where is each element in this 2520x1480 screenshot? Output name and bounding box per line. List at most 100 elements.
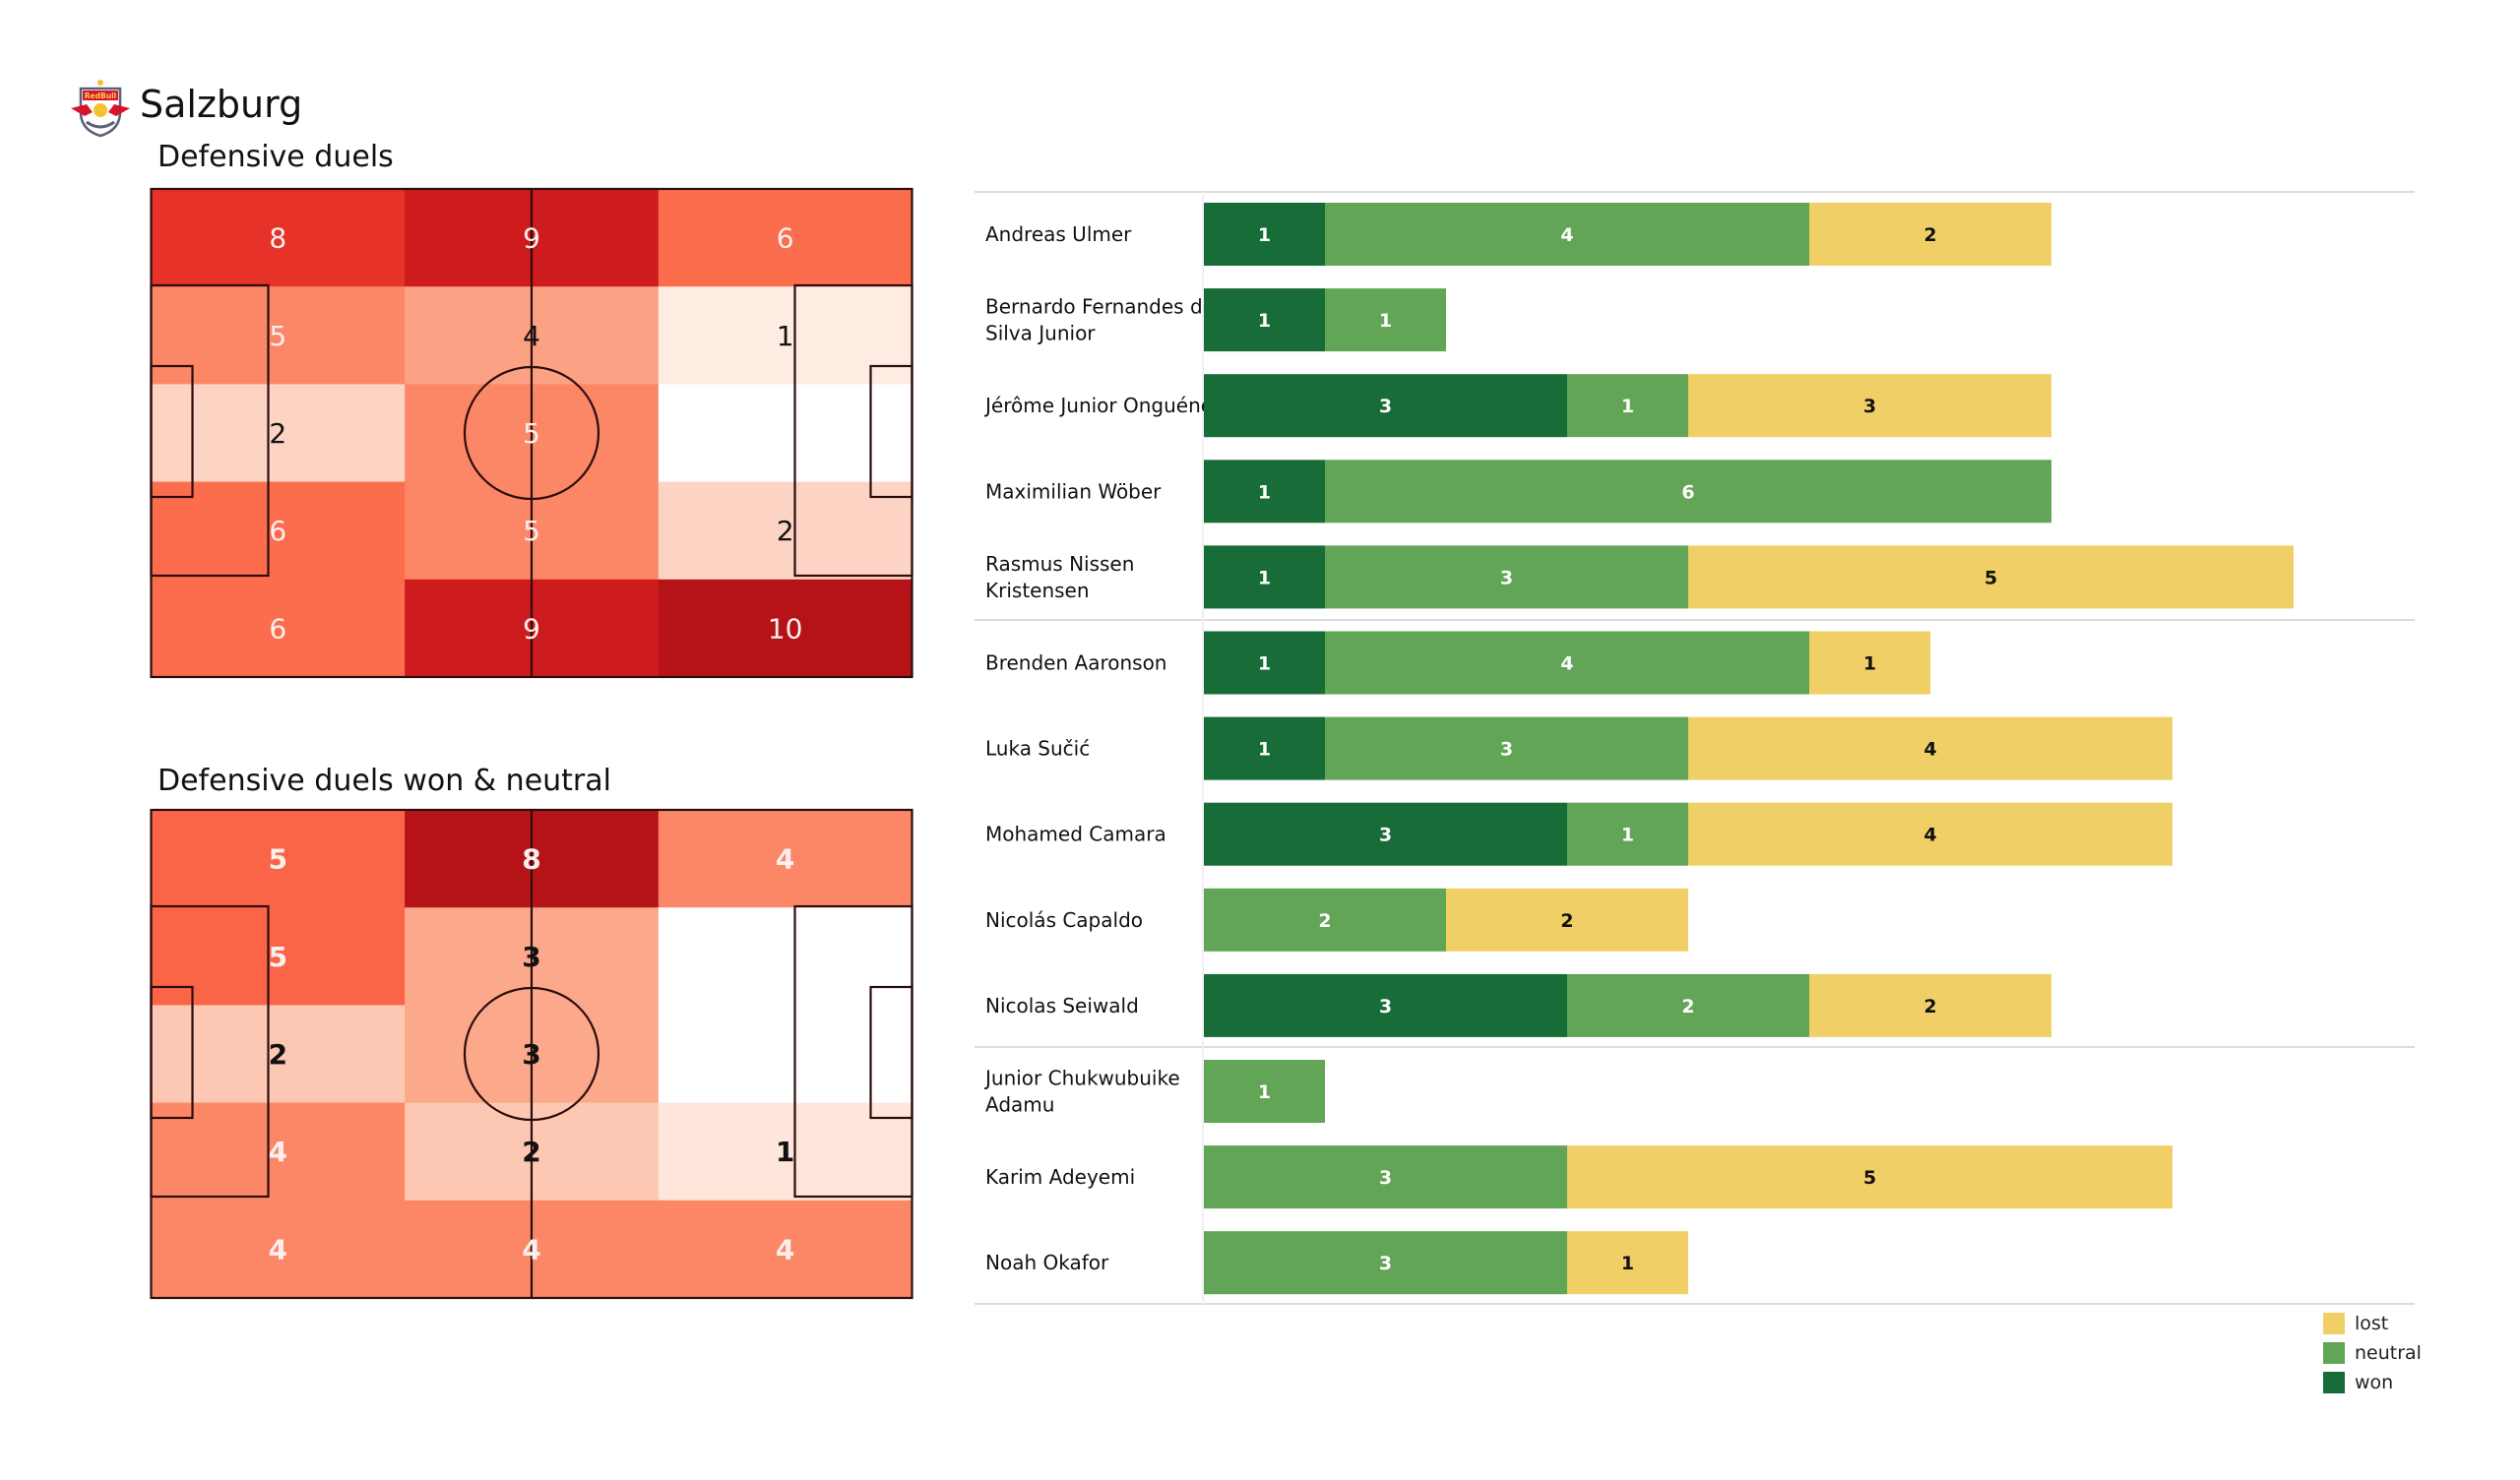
- bar-segment-won: [1204, 288, 1325, 352]
- heatmap-cell-label: 10: [768, 612, 803, 645]
- player-row: Brenden Aaronson 1 4 1: [985, 631, 1930, 695]
- bar-value-label-neutral: 2: [1681, 996, 1694, 1018]
- legend-item-won: won: [2323, 1371, 2393, 1394]
- heatmap-pitch-won-neutral: 5 8 4 5 3 2 3 4 2 1 4 4 4: [150, 808, 914, 1300]
- heatmap-cell-label: 4: [523, 320, 540, 352]
- bar-value-label-neutral: 3: [1379, 1253, 1392, 1274]
- player-name-label: Kristensen: [985, 579, 1090, 602]
- player-row: Rasmus Nissen Kristensen 1 3 5: [985, 545, 2294, 609]
- heatmap-cell: [151, 1102, 406, 1202]
- bar-segment-neutral: [1204, 1231, 1567, 1295]
- heatmap-cell-label: 2: [522, 1136, 540, 1168]
- player-row: Bernardo Fernandes da Silva Junior 1 1: [985, 288, 1446, 352]
- player-row: Noah Okafor 3 1: [985, 1231, 1688, 1295]
- bar-segment-won: [1204, 460, 1325, 524]
- bar-value-label-lost: 5: [1863, 1167, 1876, 1189]
- player-name-label: Rasmus Nissen: [985, 552, 1134, 576]
- bar-value-label-won: 1: [1258, 224, 1271, 246]
- heatmap-cell-label: 5: [523, 417, 540, 450]
- player-name-label: Andreas Ulmer: [985, 222, 1132, 246]
- bar-segment-lost: [1567, 1145, 2173, 1209]
- bar-segment-won: [1204, 374, 1567, 438]
- bar-value-label-neutral: 1: [1379, 310, 1392, 332]
- heatmap-cell-label: 6: [269, 612, 286, 645]
- bar-value-label-won: 1: [1258, 653, 1271, 675]
- bar-value-label-won: 1: [1258, 739, 1271, 761]
- heatmap-cell-label: 5: [269, 843, 287, 876]
- player-name-label: Mohamed Camara: [985, 823, 1166, 846]
- heatmap-cell-label: 1: [776, 1136, 794, 1168]
- heatmap-cell-label: 3: [522, 941, 540, 973]
- player-row: Nicolás Capaldo 2 2: [985, 888, 1688, 952]
- heatmap-cell: [658, 810, 913, 908]
- bar-value-label-neutral: 4: [1560, 653, 1573, 675]
- heatmap-pitch-defensive-duels: 8 9 6 5 4 1 2 5 6 5 2 6 9 10: [150, 187, 914, 679]
- bar-value-label-neutral: 1: [1621, 396, 1634, 417]
- bar-segment-lost: [1809, 631, 1930, 695]
- legend-item-neutral: neutral: [2323, 1341, 2422, 1365]
- player-row: Karim Adeyemi 3 5: [985, 1145, 2173, 1209]
- left-six-yard-box: [150, 364, 194, 499]
- bar-segment-lost: [1567, 1231, 1688, 1295]
- bar-value-label-neutral: 3: [1500, 567, 1513, 588]
- bar-segment-neutral: [1325, 545, 1688, 609]
- heatmap-cell-label: 5: [269, 941, 287, 973]
- heatmap-cell-label: 1: [777, 320, 794, 352]
- player-name-label: Jérôme Junior Onguéné: [983, 394, 1213, 417]
- heatmap-cell-label: 4: [776, 843, 794, 876]
- left-six-yard-box: [150, 985, 194, 1120]
- legend-swatch-lost: [2323, 1313, 2345, 1334]
- bar-segment-neutral: [1325, 631, 1809, 695]
- heatmap-cell-label: 5: [269, 320, 286, 352]
- player-row: Mohamed Camara 3 1 4: [985, 802, 2173, 866]
- bar-value-label-neutral: 3: [1500, 739, 1513, 761]
- heatmap-cell: [658, 481, 913, 581]
- heatmap-cell: [151, 189, 406, 287]
- heatmap-cell-label: 2: [777, 515, 794, 547]
- bar-segment-lost: [1688, 716, 2173, 780]
- bar-segment-won: [1204, 631, 1325, 695]
- bar-value-label-lost: 1: [1863, 653, 1876, 675]
- svg-text:RedBull: RedBull: [85, 92, 116, 100]
- bar-segment-won: [1204, 545, 1325, 609]
- bar-value-label-lost: 2: [1923, 996, 1936, 1018]
- heatmap-cell-label: 9: [523, 612, 540, 645]
- bar-value-label-lost: 2: [1923, 224, 1936, 246]
- player-row: Junior Chukwubuike Adamu 1: [983, 1060, 1325, 1123]
- heatmap-cell-label: 8: [522, 843, 540, 876]
- bar-value-label-neutral: 4: [1560, 224, 1573, 246]
- bar-value-label-neutral: 2: [1318, 910, 1331, 932]
- bar-value-label-neutral: 1: [1621, 825, 1634, 846]
- bar-segment-won: [1204, 716, 1325, 780]
- bar-value-label-lost: 3: [1863, 396, 1876, 417]
- bar-segment-neutral: [1325, 203, 1809, 266]
- heatmap-cell-label: 9: [523, 222, 540, 255]
- bar-value-label-neutral: 1: [1258, 1081, 1271, 1103]
- legend-swatch-neutral: [2323, 1342, 2345, 1364]
- bar-segment-neutral: [1325, 460, 2051, 524]
- bar-segment-neutral: [1567, 374, 1688, 438]
- player-name-label: Junior Chukwubuike: [983, 1067, 1180, 1090]
- player-name-label: Bernardo Fernandes da: [985, 295, 1215, 319]
- bar-segment-lost: [1688, 374, 2051, 438]
- bar-value-label-lost: 4: [1923, 825, 1936, 846]
- bar-segment-neutral: [1567, 973, 1809, 1037]
- bar-value-label-lost: 1: [1621, 1253, 1634, 1274]
- heatmap-cell-label: 8: [269, 222, 286, 255]
- bar-segment-won: [1204, 203, 1325, 266]
- pitch-markings: [150, 187, 914, 679]
- bar-segment-neutral: [1567, 802, 1688, 866]
- player-name-label: Maximilian Wöber: [985, 479, 1162, 503]
- heatmap-cell-label: 4: [269, 1233, 287, 1265]
- bar-value-label-lost: 5: [1984, 567, 1997, 588]
- bar-value-label-lost: 4: [1923, 739, 1936, 761]
- heatmap-cell: [151, 810, 406, 908]
- pitch-markings: [150, 808, 914, 1300]
- legend-swatch-won: [2323, 1372, 2345, 1393]
- heatmap-cell: [658, 579, 913, 678]
- player-row: Nicolas Seiwald 3 2 2: [985, 973, 2051, 1037]
- right-six-yard-box: [869, 985, 914, 1120]
- legend-label-won: won: [2355, 1372, 2394, 1393]
- bar-segment-neutral: [1325, 716, 1688, 780]
- bar-segment-neutral: [1204, 1145, 1567, 1209]
